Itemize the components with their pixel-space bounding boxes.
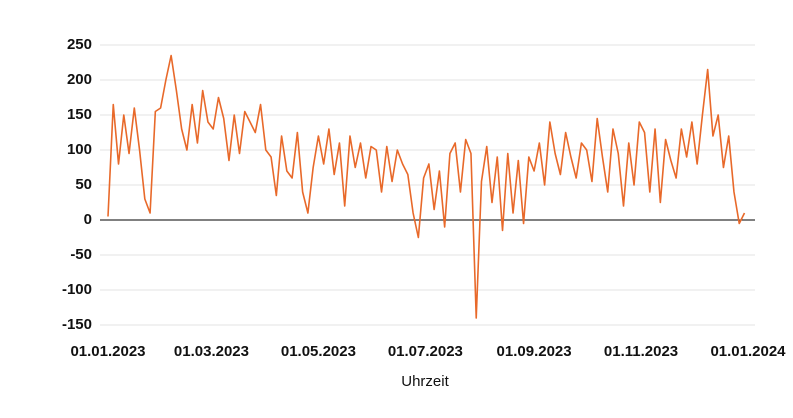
y-tick-label: 0 [84, 211, 92, 228]
y-tick-label: 100 [67, 141, 92, 158]
y-tick-label: -100 [62, 281, 92, 298]
y-tick-label: 150 [67, 106, 92, 123]
x-tick-label: 01.07.2023 [388, 343, 463, 360]
line [107, 54, 746, 319]
y-tick-label: -50 [70, 246, 92, 263]
y-tick-label: 50 [75, 176, 92, 193]
x-tick-label: 01.01.2023 [70, 343, 145, 360]
y-tick-label: 200 [67, 71, 92, 88]
x-axis-label: Uhrzeit [401, 373, 449, 390]
x-tick-label: 01.11.2023 [604, 343, 678, 360]
x-tick-label: 01.05.2023 [281, 343, 356, 360]
x-tick-label: 01.01.2024 [710, 343, 786, 360]
x-tick-label: 01.03.2023 [174, 343, 249, 360]
y-tick-label: -150 [62, 316, 92, 333]
x-tick-label: 01.09.2023 [497, 343, 572, 360]
y-tick-label: 250 [67, 36, 92, 53]
